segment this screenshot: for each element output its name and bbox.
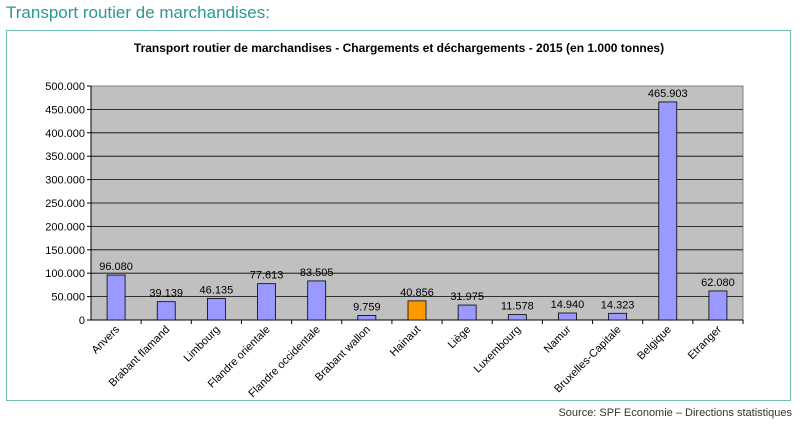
y-tick-label: 350.000 xyxy=(45,151,85,163)
y-tick-label: 0 xyxy=(79,315,85,327)
x-tick-label: Anvers xyxy=(89,323,122,356)
y-tick-label: 250.000 xyxy=(45,198,85,210)
source-note: Source: SPF Economie – Directions statis… xyxy=(558,407,792,419)
chart-frame: Transport routier de marchandises - Char… xyxy=(6,30,791,401)
bar xyxy=(457,304,477,321)
bar xyxy=(407,300,427,321)
data-label: 77.613 xyxy=(250,270,284,282)
bar xyxy=(357,315,377,321)
y-tick-label: 400.000 xyxy=(45,128,85,140)
y-tick-label: 450.000 xyxy=(45,104,85,116)
y-tick-label: 300.000 xyxy=(45,175,85,187)
bar xyxy=(106,274,126,321)
y-tick-label: 50.000 xyxy=(51,292,85,304)
y-tick-label: 500.000 xyxy=(45,81,85,93)
data-label: 83.505 xyxy=(300,267,334,279)
y-tick-label: 100.000 xyxy=(45,268,85,280)
data-label: 39.139 xyxy=(149,288,183,300)
y-tick-label: 150.000 xyxy=(45,245,85,257)
bar-chart: Transport routier de marchandises - Char… xyxy=(45,41,744,400)
data-label: 96.080 xyxy=(99,261,133,273)
bar xyxy=(206,298,226,321)
page-heading: Transport routier de marchandises: xyxy=(6,3,270,22)
plot-area: 0 50.000 100.000 150.000 200.000 250.000 300.0… xyxy=(45,81,744,400)
x-tick-label: Limbourg xyxy=(182,324,223,365)
bar xyxy=(608,312,628,321)
bar xyxy=(257,283,276,321)
bar xyxy=(307,280,327,321)
x-tick-label: Luxembourg xyxy=(472,324,524,376)
y-tick-label: 200.000 xyxy=(45,221,85,233)
data-label: 40.856 xyxy=(400,287,434,299)
chart-title: Transport routier de marchandises - Char… xyxy=(134,41,664,55)
data-label: 31.975 xyxy=(450,291,484,303)
bar xyxy=(658,101,678,321)
x-tick-label: Belgique xyxy=(635,324,674,363)
data-label: 11.578 xyxy=(501,301,534,313)
data-label: 14.940 xyxy=(551,299,585,311)
x-tick-label: Hainaut xyxy=(388,324,423,359)
bar xyxy=(558,312,577,321)
data-label: 62.080 xyxy=(701,277,735,289)
data-label: 9.759 xyxy=(353,301,381,313)
data-label: 46.135 xyxy=(200,284,234,296)
bar xyxy=(708,290,728,321)
data-label: 465.903 xyxy=(648,88,688,100)
x-tick-label: Namur xyxy=(542,323,574,355)
x-tick-label: Etranger xyxy=(686,323,725,362)
x-tick-label: Liège xyxy=(446,324,474,352)
bar xyxy=(507,314,527,321)
data-label: 14.323 xyxy=(601,299,635,311)
bar xyxy=(156,301,176,321)
